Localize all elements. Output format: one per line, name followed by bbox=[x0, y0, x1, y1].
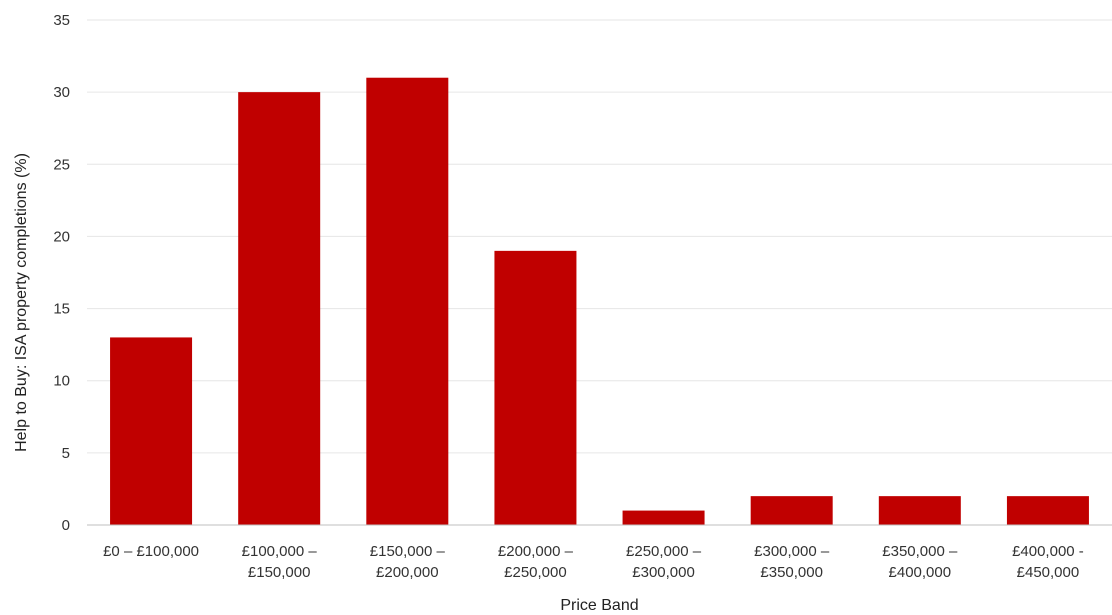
x-tick-label: £250,000 – £300,000 bbox=[626, 543, 702, 581]
x-tick-label: £0 – £100,000 bbox=[103, 543, 199, 560]
x-tick-label: £100,000 – £150,000 bbox=[242, 543, 318, 581]
bar bbox=[622, 510, 705, 525]
bars bbox=[110, 77, 1089, 526]
y-tick-label: 35 bbox=[53, 12, 70, 29]
bar bbox=[878, 496, 961, 525]
x-tick-label: £400,000 -£450,000 bbox=[1012, 543, 1084, 581]
bar bbox=[238, 92, 321, 526]
y-tick-label: 10 bbox=[53, 373, 70, 390]
x-tick-label: £200,000 – £250,000 bbox=[498, 543, 574, 581]
x-axis-title: Price Band bbox=[560, 597, 638, 614]
x-axis-ticks: £0 – £100,000 £100,000 – £150,000 £150,000 … bbox=[103, 543, 1084, 581]
x-tick-label: £150,000 – £200,000 bbox=[370, 543, 446, 581]
bar bbox=[494, 250, 577, 525]
bar bbox=[110, 337, 193, 525]
x-tick-label: £350,000 – £400,000 bbox=[882, 543, 958, 581]
bar bbox=[750, 496, 833, 525]
x-tick-label: £300,000 – £350,000 bbox=[754, 543, 830, 581]
y-tick-label: 0 bbox=[62, 517, 70, 534]
y-axis-title: Help to Buy: ISA property completions (%… bbox=[13, 153, 30, 452]
y-tick-label: 25 bbox=[53, 156, 70, 173]
y-tick-label: 15 bbox=[53, 301, 70, 318]
bar bbox=[366, 77, 449, 525]
bar bbox=[1006, 496, 1089, 525]
y-axis-ticks: 0 5 10 15 20 25 30 35 bbox=[53, 12, 70, 534]
y-tick-label: 5 bbox=[62, 445, 70, 462]
y-tick-label: 20 bbox=[53, 228, 70, 245]
y-tick-label: 30 bbox=[53, 84, 70, 101]
